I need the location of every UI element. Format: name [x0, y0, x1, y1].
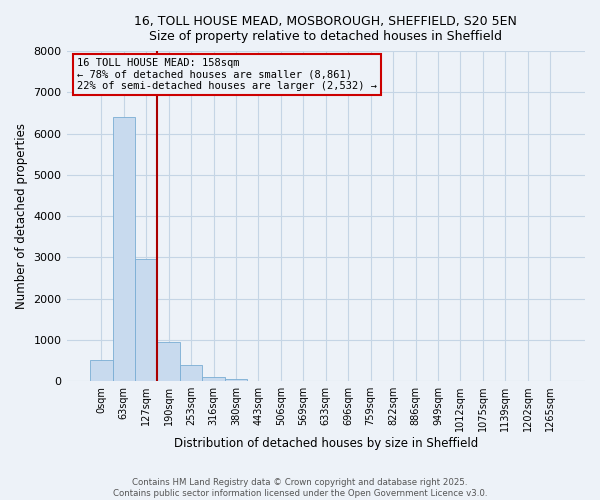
Title: 16, TOLL HOUSE MEAD, MOSBOROUGH, SHEFFIELD, S20 5EN
Size of property relative to: 16, TOLL HOUSE MEAD, MOSBOROUGH, SHEFFIE… [134, 15, 517, 43]
Text: 16 TOLL HOUSE MEAD: 158sqm
← 78% of detached houses are smaller (8,861)
22% of s: 16 TOLL HOUSE MEAD: 158sqm ← 78% of deta… [77, 58, 377, 91]
Bar [90, 360, 113, 381]
Y-axis label: Number of detached properties: Number of detached properties [15, 123, 28, 309]
X-axis label: Distribution of detached houses by size in Sheffield: Distribution of detached houses by size … [173, 437, 478, 450]
Bar [225, 379, 247, 381]
Bar [202, 377, 225, 381]
Bar [157, 342, 180, 381]
Bar [135, 260, 157, 381]
Bar [113, 117, 135, 381]
Bar [180, 364, 202, 381]
Text: Contains HM Land Registry data © Crown copyright and database right 2025.
Contai: Contains HM Land Registry data © Crown c… [113, 478, 487, 498]
